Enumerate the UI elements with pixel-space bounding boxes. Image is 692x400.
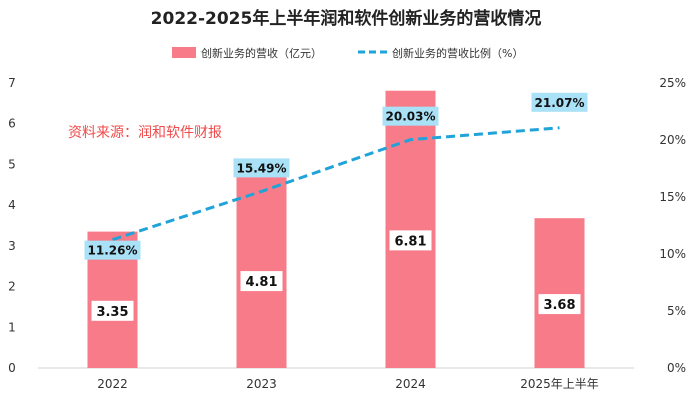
y-right-tick-label: 0% <box>667 361 686 375</box>
legend-bar-label: 创新业务的营收（亿元） <box>201 46 322 60</box>
bar-label-bg <box>240 271 283 292</box>
bar-label: 3.35 <box>96 305 128 320</box>
data-labels: 3.35 4.81 6.81 3.68 11.26% 15.49% 20.03% 21.07% <box>84 92 588 321</box>
line-label: 21.07% <box>535 96 585 110</box>
bar <box>385 90 436 368</box>
legend: 创新业务的营收（亿元） 创新业务的营收比例（%） <box>172 46 523 60</box>
y-left-tick-label: 7 <box>8 76 16 90</box>
bars <box>87 90 585 368</box>
x-tick-label: 2024 <box>395 377 426 391</box>
bar-label-bg <box>91 300 134 321</box>
x-tick-label: 2025年上半年 <box>520 377 599 391</box>
y-left-tick-label: 0 <box>8 361 16 375</box>
x-tick-label: 2023 <box>246 377 277 391</box>
line-label-bg <box>84 240 141 260</box>
line-label-bg <box>382 106 439 126</box>
bar-label: 3.68 <box>543 298 575 313</box>
bar <box>236 172 287 368</box>
line-label-bg <box>233 158 290 178</box>
bar <box>534 218 585 368</box>
line-label: 11.26% <box>88 244 138 258</box>
bar-label: 4.81 <box>245 275 277 290</box>
y-left-tick-label: 4 <box>8 198 16 212</box>
y-left-tick-label: 6 <box>8 117 16 131</box>
legend-line-label: 创新业务的营收比例（%） <box>392 46 523 60</box>
y-left-tick-label: 3 <box>8 239 16 253</box>
chart-title: 2022-2025年上半年润和软件创新业务的营收情况 <box>151 8 542 29</box>
y-right-tick-label: 5% <box>667 304 686 318</box>
y-left-tick-label: 1 <box>8 320 16 334</box>
source-annotation: 资料来源：润和软件财报 <box>68 125 222 141</box>
y-right-tick-label: 10% <box>659 247 686 261</box>
line-label-bg <box>531 92 588 112</box>
bar-label-bg <box>538 294 581 315</box>
y-left-tick-label: 2 <box>8 280 16 294</box>
y-right-tick-label: 20% <box>659 133 686 147</box>
y-right-tick-label: 15% <box>659 190 686 204</box>
line-label: 20.03% <box>386 110 436 124</box>
bar-label: 6.81 <box>394 234 426 249</box>
y-left-tick-label: 5 <box>8 157 16 171</box>
ratio-line-path <box>112 126 560 242</box>
line-label: 15.49% <box>237 161 287 175</box>
ratio-line <box>112 126 560 242</box>
bar-label-bg <box>389 230 432 251</box>
axes: 0 1 2 3 4 5 6 7 0% 5% 10% 15% 20% 25% 2022 2023 2024 2025… <box>8 76 686 391</box>
y-right-tick-label: 25% <box>659 76 686 90</box>
x-tick-label: 2022 <box>97 377 128 391</box>
legend-bar-swatch <box>172 47 196 58</box>
